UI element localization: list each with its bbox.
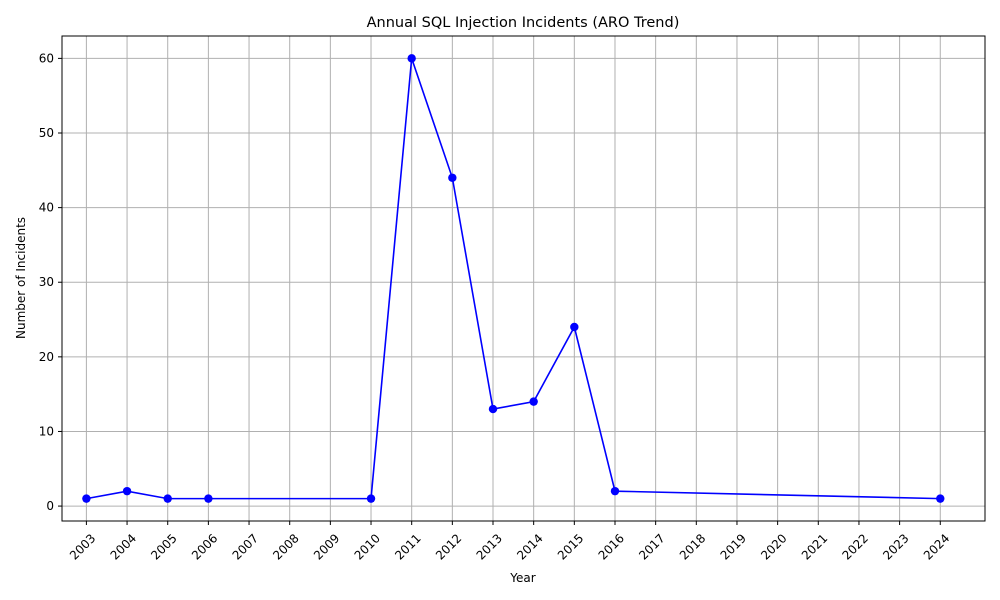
data-point [82, 494, 91, 503]
x-tick-label: 2014 [514, 531, 545, 562]
x-tick-label: 2017 [636, 531, 667, 562]
y-tick-label: 0 [46, 499, 54, 513]
x-tick-label: 2006 [189, 531, 220, 562]
y-tick-label: 20 [39, 350, 54, 364]
y-axis-label: Number of Incidents [14, 217, 28, 339]
data-point [488, 404, 498, 414]
x-tick-label: 2023 [880, 531, 911, 562]
series-line [86, 58, 941, 500]
y-tick-label: 40 [39, 201, 54, 215]
data-point [163, 494, 172, 503]
x-tick-label: 2012 [433, 531, 464, 562]
x-tick-label: 2013 [474, 531, 505, 562]
chart-title: Annual SQL Injection Incidents (ARO Tren… [367, 15, 680, 31]
data-point [610, 486, 620, 496]
x-tick-label: 2003 [67, 531, 98, 562]
x-tick-label: 2011 [392, 531, 423, 562]
x-tick-label: 2007 [230, 531, 261, 562]
x-axis: 2003 2004 2005 2006 2007 2008 2009 2010 2011 2012… [67, 521, 952, 563]
y-tick-label: 30 [39, 275, 54, 289]
x-tick-label: 2019 [718, 531, 749, 562]
series-layer [82, 54, 945, 503]
x-tick-label: 2004 [108, 531, 139, 562]
y-tick-label: 60 [39, 51, 54, 65]
data-point [122, 486, 132, 496]
plot-frame [61, 35, 986, 522]
x-tick-label: 2009 [311, 531, 342, 562]
x-tick-label: 2005 [148, 531, 179, 562]
x-tick-label: 2018 [677, 531, 708, 562]
x-tick-label: 2010 [352, 531, 383, 562]
grid [62, 36, 985, 521]
x-tick-label: 2015 [555, 531, 586, 562]
data-point [407, 54, 416, 63]
x-tick-label: 2016 [596, 531, 627, 562]
x-axis-label: Year [509, 571, 535, 585]
y-tick-label: 50 [39, 126, 54, 140]
data-point [570, 322, 579, 332]
x-tick-label: 2008 [270, 531, 301, 562]
data-point [366, 494, 376, 503]
x-tick-label: 2022 [840, 531, 871, 562]
data-point [204, 494, 213, 503]
data-point [529, 397, 538, 406]
data-point [448, 173, 457, 182]
y-tick-label: 10 [39, 424, 54, 438]
x-tick-label: 2021 [799, 531, 830, 562]
x-tick-label: 2020 [758, 531, 789, 562]
y-axis: 0 10 20 30 40 50 60 [39, 51, 62, 513]
x-tick-label: 2024 [921, 531, 952, 562]
data-point [936, 494, 945, 503]
